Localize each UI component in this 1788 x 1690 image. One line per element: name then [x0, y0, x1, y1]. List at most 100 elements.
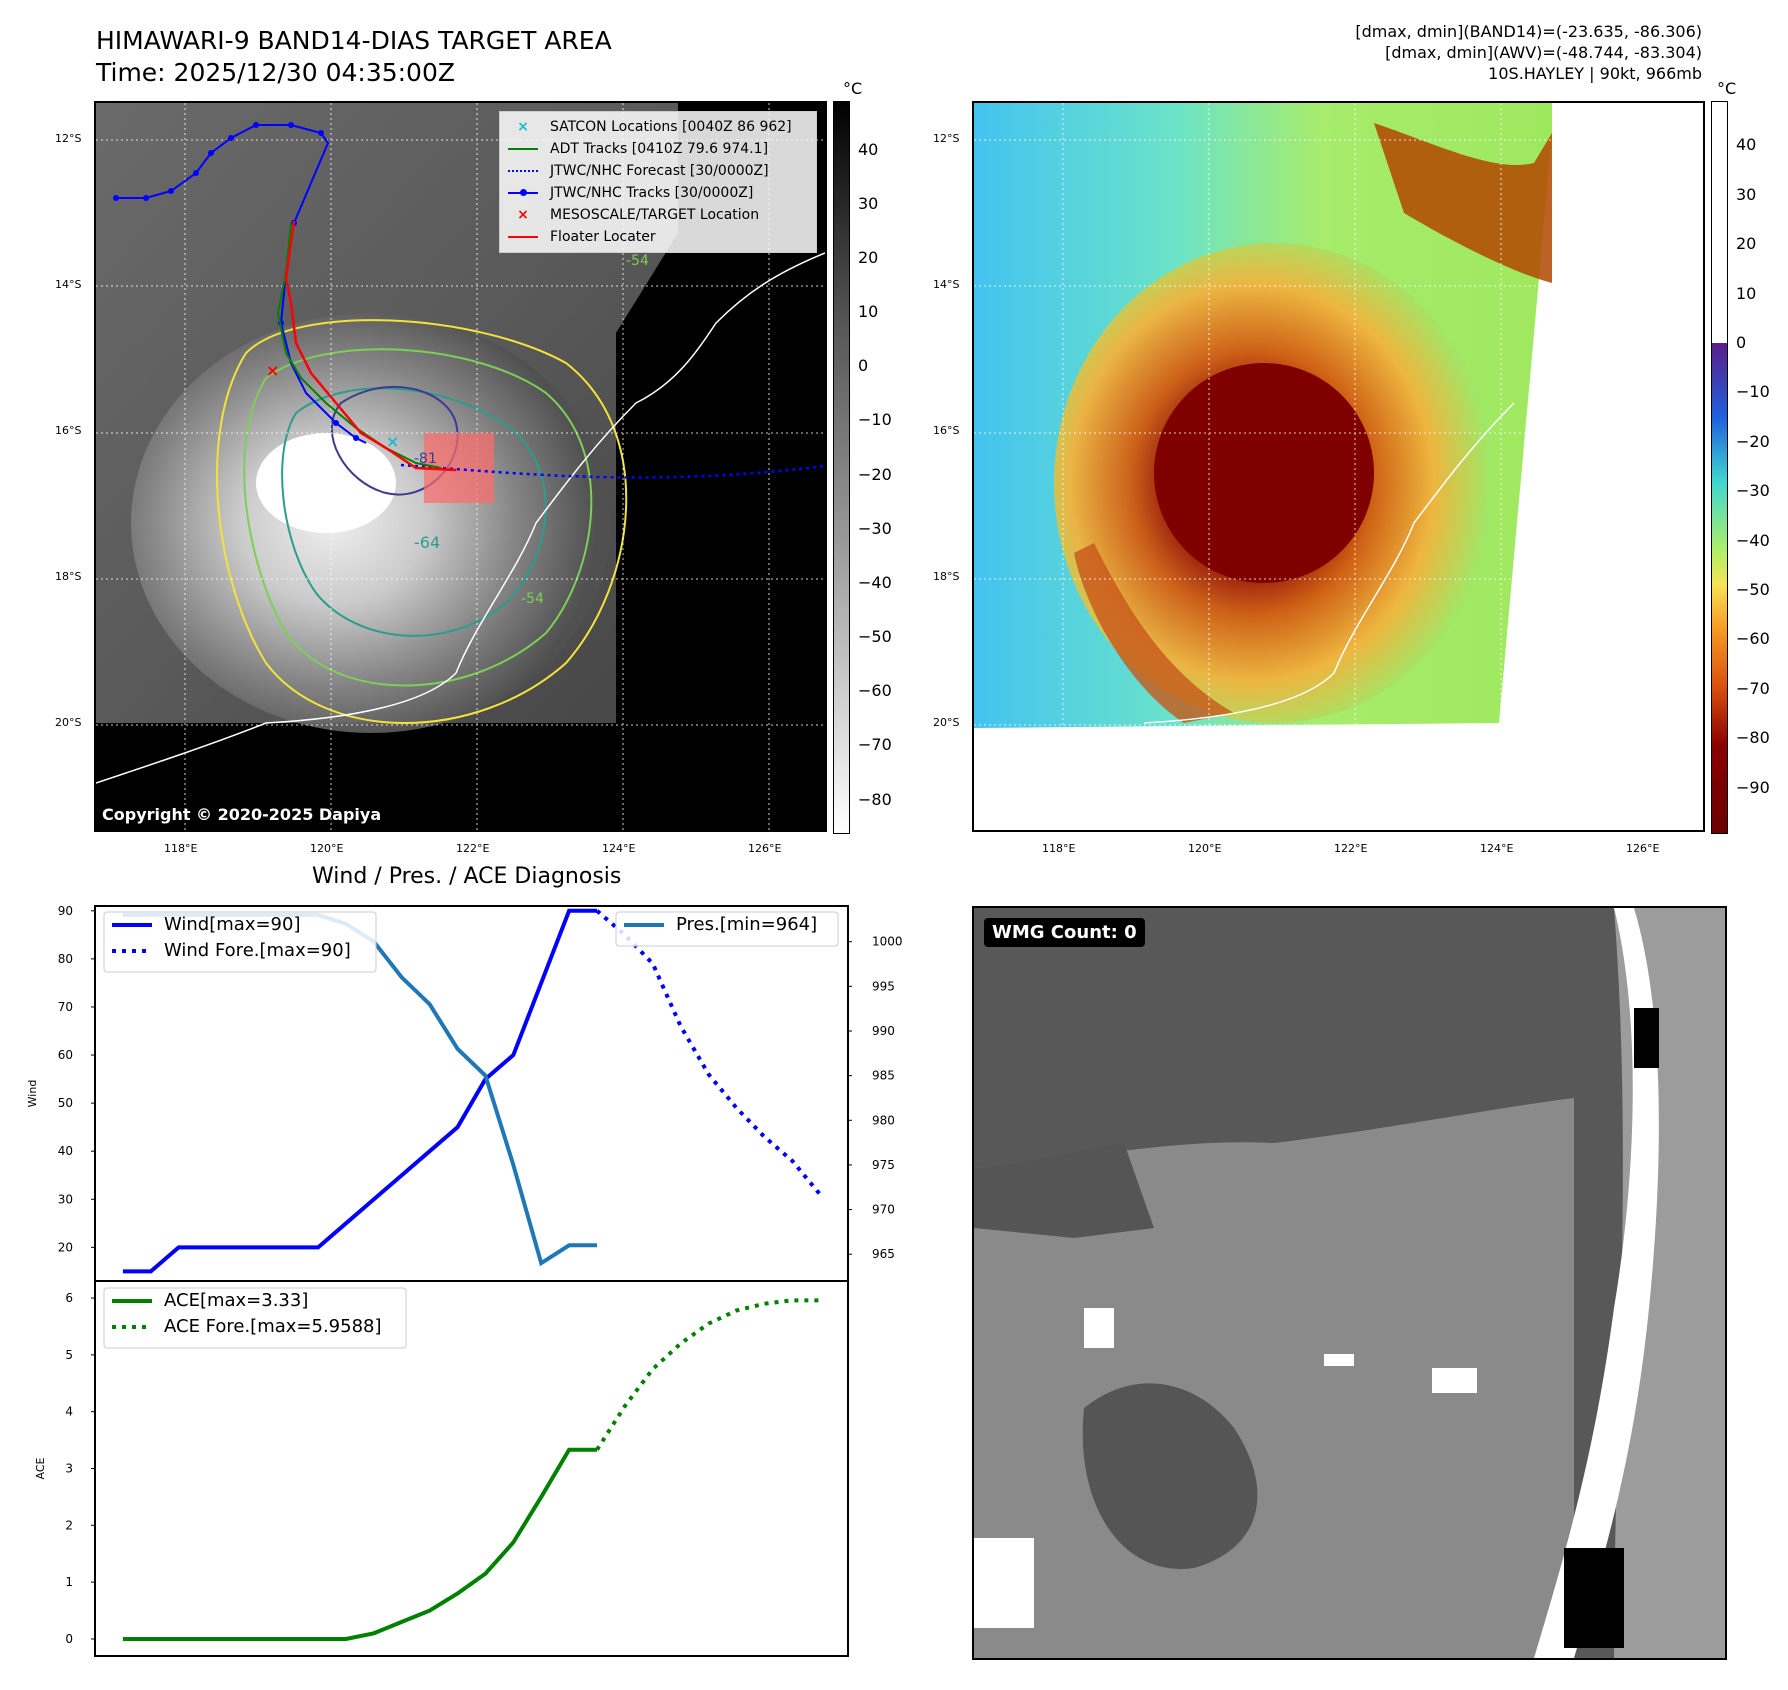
- legend-label: ADT Tracks [0410Z 79.6 974.1]: [550, 141, 769, 157]
- ace-y-tick: 1: [65, 1575, 73, 1589]
- legend-label: SATCON Locations [0040Z 86 962]: [550, 119, 792, 135]
- wmg-white-band: [1534, 908, 1659, 1658]
- legend-satcon: × SATCON Locations [0040Z 86 962]: [508, 116, 808, 138]
- wind-y-tick: 50: [58, 1096, 73, 1110]
- map-legend: × SATCON Locations [0040Z 86 962] ADT Tra…: [499, 111, 817, 253]
- contour-label-81: -81: [414, 451, 437, 467]
- ir-colorbar-tick: 20: [858, 248, 879, 268]
- awv-lon-126: 126°E: [1626, 842, 1660, 855]
- mesoscale-marker: ×: [266, 361, 279, 380]
- tracks-legend-icon: [508, 189, 538, 196]
- ir-colorbar-tick: −10: [858, 410, 892, 430]
- ir-lon-124: 124°E: [602, 842, 636, 855]
- ir-lat-18: 18°S: [55, 570, 82, 583]
- awv-lat-12: 12°S: [933, 132, 960, 145]
- awv-map-panel: [972, 101, 1705, 832]
- wind-y-tick: 20: [58, 1240, 73, 1254]
- legend-jtwc-forecast: JTWC/NHC Forecast [30/0000Z]: [508, 160, 808, 182]
- ir-lat-14: 14°S: [55, 278, 82, 291]
- awv-rainband: [1074, 543, 1234, 723]
- time-title: Time: 2025/12/30 04:35:00Z: [96, 58, 455, 87]
- wind-legend-label: Wind[max=90]: [164, 914, 301, 935]
- awv-colorbar-tick: −80: [1736, 728, 1770, 748]
- wmg-black-block: [1564, 1548, 1624, 1648]
- contour-teal: [281, 387, 547, 637]
- floater-line: [284, 220, 457, 472]
- wind-y-tick: 90: [58, 904, 73, 918]
- legend-label: JTWC/NHC Tracks [30/0000Z]: [550, 185, 754, 201]
- ir-lon-122: 122°E: [456, 842, 490, 855]
- ir-colorbar-tick: −70: [858, 735, 892, 755]
- wind-y-tick: 60: [58, 1048, 73, 1062]
- wind-chart-title: Wind / Pres. / ACE Diagnosis: [312, 864, 622, 889]
- ir-colorbar-tick: −20: [858, 464, 892, 484]
- ace-y-tick: 2: [65, 1518, 73, 1532]
- ace-legend-label: ACE[max=3.33]: [164, 1290, 308, 1311]
- ir-cloud-mass: [131, 313, 611, 733]
- main-title: HIMAWARI-9 BAND14-DIAS TARGET AREA: [96, 26, 612, 55]
- ace-y-tick: 3: [65, 1462, 73, 1476]
- ir-lon-126: 126°E: [748, 842, 782, 855]
- wind-forecast-line: [595, 909, 822, 1196]
- legend-label: Floater Locater: [550, 229, 656, 245]
- wmg-panel: WMG Count: 0: [972, 906, 1727, 1660]
- wmg-white-spot-2: [974, 1538, 1034, 1628]
- legend-adt: ADT Tracks [0410Z 79.6 974.1]: [508, 138, 808, 160]
- ace-line: [122, 1447, 597, 1641]
- pres-y-tick: 970: [872, 1203, 895, 1217]
- awv-colorbar-tick: 20: [1736, 234, 1757, 254]
- legend-label: MESOSCALE/TARGET Location: [550, 207, 760, 223]
- wmg-white-spot-4: [1324, 1354, 1354, 1366]
- ir-lat-20: 20°S: [55, 716, 82, 729]
- pressure-legend-label: Pres.[min=964]: [676, 914, 817, 935]
- wind-y-tick: 30: [58, 1192, 73, 1206]
- awv-colorbar-tick: −50: [1736, 579, 1770, 599]
- jtwc-track-points: [113, 122, 359, 441]
- wmg-white-spot-1: [1084, 1308, 1114, 1348]
- ir-colorbar-tick: −40: [858, 572, 892, 592]
- ir-map-panel: × × -81 -64 -54 -54 × SATCON Locations [0…: [94, 101, 827, 832]
- ir-cold-core: [256, 433, 396, 533]
- legend-jtwc-tracks: JTWC/NHC Tracks [30/0000Z]: [508, 182, 808, 204]
- awv-colorbar-tick: 0: [1736, 333, 1747, 353]
- legend-label: JTWC/NHC Forecast [30/0000Z]: [550, 163, 769, 179]
- awv-colorbar: [1711, 101, 1728, 834]
- wmg-count-badge: WMG Count: 0: [984, 918, 1145, 947]
- awv-cold-core: [1154, 363, 1374, 583]
- awv-colorbar-tick: −10: [1736, 382, 1770, 402]
- ace-y-tick: 4: [65, 1405, 73, 1419]
- copyright-text: Copyright © 2020-2025 Dapiya: [102, 805, 382, 824]
- ir-colorbar-tick: −60: [858, 681, 892, 701]
- awv-colorbar-tick: −30: [1736, 481, 1770, 501]
- wind-legend-label: Wind Fore.[max=90]: [164, 940, 351, 961]
- awv-map-svg: [974, 103, 1703, 830]
- dmax-awv: [dmax, dmin](AWV)=(-48.744, -83.304): [1385, 43, 1702, 62]
- pres-y-tick: 995: [872, 979, 895, 993]
- wind-legend: [103, 911, 377, 973]
- awv-colorbar-tick: 30: [1736, 184, 1757, 204]
- contour-yellow: [216, 319, 628, 724]
- awv-lon-124: 124°E: [1480, 842, 1514, 855]
- contour-green: [243, 348, 593, 687]
- ir-colorbar-tick: 10: [858, 302, 879, 322]
- wmg-dark-left: [974, 1143, 1154, 1238]
- awv-gridlines: [974, 103, 1703, 830]
- ir-colorbar-tick: 30: [858, 193, 879, 213]
- ace-y-tick: 0: [65, 1632, 73, 1646]
- wmg-dark-blob: [1082, 1383, 1258, 1569]
- ace-forecast-line: [595, 1298, 821, 1451]
- ir-colorbar: [833, 101, 850, 834]
- awv-lat-20: 20°S: [933, 716, 960, 729]
- pressure-legend: [615, 911, 839, 947]
- pres-y-tick: 965: [872, 1247, 895, 1261]
- diagnosis-chart: 2030405060708090965970975980985990995100…: [26, 904, 903, 1657]
- satcon-marker: ×: [386, 432, 399, 451]
- ir-map-svg: × × -81 -64 -54 -54: [96, 103, 825, 830]
- storm-info: 10S.HAYLEY | 90kt, 966mb: [1488, 64, 1702, 83]
- ace-ylabel: ACE: [34, 1457, 47, 1479]
- awv-colorbar-tick: −20: [1736, 431, 1770, 451]
- awv-lat-16: 16°S: [933, 424, 960, 437]
- ir-colorbar-tick: −50: [858, 627, 892, 647]
- coastline: [96, 252, 825, 784]
- awv-colorbar-tick: −40: [1736, 530, 1770, 550]
